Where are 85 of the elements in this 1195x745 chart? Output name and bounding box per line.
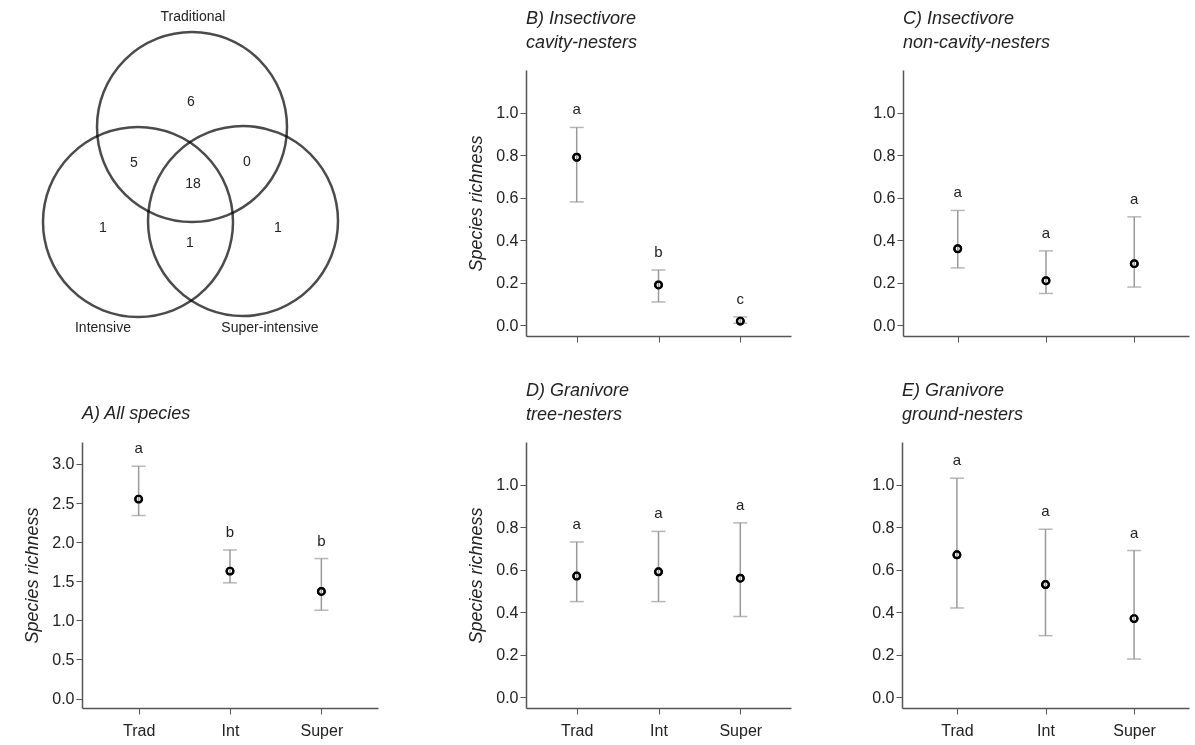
y-tick-label: 0.4 bbox=[873, 231, 896, 249]
x-tick-label: Trad bbox=[941, 721, 974, 739]
y-tick-label: 0.5 bbox=[52, 650, 75, 668]
point bbox=[1041, 580, 1050, 590]
annotation: c bbox=[736, 289, 745, 307]
point bbox=[1041, 276, 1051, 286]
y-tick-label: 1.0 bbox=[496, 104, 519, 122]
y-tick-label: 0.0 bbox=[872, 688, 895, 706]
y-tick-label: 0.2 bbox=[872, 646, 895, 664]
y-tick-label: 0.4 bbox=[496, 603, 519, 621]
x-tick-label: Super bbox=[1113, 721, 1157, 739]
annotation: b bbox=[225, 522, 235, 540]
y-tick-label: 1.5 bbox=[52, 572, 75, 590]
point bbox=[654, 280, 663, 290]
annotation: a bbox=[952, 451, 962, 469]
y-axis-title: Species richness bbox=[466, 507, 487, 644]
y-tick-label: 0.6 bbox=[496, 189, 519, 207]
annotation: a bbox=[736, 495, 746, 513]
chart-title: B) Insectivore cavity-nesters bbox=[526, 8, 638, 52]
data-label: 0 bbox=[243, 153, 252, 169]
y-tick-label: 0.2 bbox=[873, 274, 896, 292]
point bbox=[316, 586, 326, 596]
annotation: a bbox=[572, 515, 582, 533]
y-tick-label: 1.0 bbox=[496, 476, 519, 494]
y-axis-title: Species richness bbox=[22, 507, 43, 644]
data-label: 18 bbox=[185, 175, 201, 191]
point bbox=[572, 152, 582, 162]
annotation: a bbox=[1041, 502, 1051, 520]
y-axis-title: Species richness bbox=[466, 135, 487, 272]
y-tick-label: 0.0 bbox=[873, 316, 896, 334]
annotation: a bbox=[1041, 223, 1051, 241]
y-tick-label: 0.4 bbox=[496, 231, 519, 249]
chart-title: E) Granivore ground-nesters bbox=[902, 380, 1024, 424]
annotation: a bbox=[1130, 189, 1140, 207]
point bbox=[225, 566, 235, 576]
y-tick-label: 2.5 bbox=[52, 494, 75, 512]
annotation: a bbox=[134, 439, 144, 457]
y-tick-label: 0.6 bbox=[873, 189, 896, 207]
data-label: 6 bbox=[187, 93, 196, 109]
y-tick-label: 0.4 bbox=[872, 603, 895, 621]
chart-title: C) Insectivore non-cavity-nesters bbox=[903, 8, 1051, 52]
point bbox=[952, 550, 962, 560]
y-tick-label: 0.8 bbox=[496, 518, 519, 536]
x-tick-label: Int bbox=[1037, 721, 1056, 739]
y-tick-label: 0.6 bbox=[496, 561, 519, 579]
annotation: a bbox=[572, 100, 582, 118]
x-tick-label: Super bbox=[719, 721, 763, 739]
point bbox=[134, 494, 144, 504]
annotation: a bbox=[654, 504, 664, 522]
x-tick-label: Trad bbox=[122, 721, 156, 739]
x-tick-label: Int bbox=[221, 721, 240, 739]
data-label: 1 bbox=[186, 234, 195, 250]
x-tick-label: Int bbox=[650, 721, 669, 739]
annotation: b bbox=[654, 243, 663, 261]
y-tick-label: 1.0 bbox=[872, 476, 895, 494]
y-tick-label: 1.0 bbox=[52, 611, 75, 629]
y-tick-label: 1.0 bbox=[873, 104, 896, 122]
text: Intensive bbox=[74, 319, 132, 335]
y-tick-label: 0.8 bbox=[872, 518, 895, 536]
point bbox=[1129, 259, 1139, 269]
y-tick-label: 0.0 bbox=[496, 688, 519, 706]
y-tick-label: 0.0 bbox=[496, 316, 519, 334]
data-label: 1 bbox=[274, 219, 283, 235]
y-tick-label: 0.6 bbox=[872, 561, 895, 579]
chart-title: A) All species bbox=[81, 403, 191, 424]
y-tick-label: 0.2 bbox=[496, 274, 519, 292]
x-tick-label: Trad bbox=[561, 721, 594, 739]
data-label: 1 bbox=[99, 219, 108, 235]
y-tick-label: 3.0 bbox=[52, 455, 75, 473]
text: Traditional bbox=[160, 8, 226, 24]
y-tick-label: 0.8 bbox=[496, 146, 519, 164]
text: Super-intensive bbox=[221, 319, 319, 335]
data-label: 5 bbox=[130, 154, 139, 170]
y-tick-label: 0.0 bbox=[52, 690, 75, 708]
point bbox=[1129, 614, 1139, 624]
point bbox=[953, 244, 963, 254]
annotation: a bbox=[953, 183, 963, 201]
point bbox=[735, 316, 745, 326]
y-tick-label: 0.2 bbox=[496, 646, 519, 664]
y-tick-label: 0.8 bbox=[873, 146, 896, 164]
annotation: b bbox=[317, 531, 326, 549]
y-tick-label: 2.0 bbox=[52, 533, 75, 551]
annotation: a bbox=[1129, 523, 1139, 541]
x-tick-label: Super bbox=[300, 721, 344, 739]
chart-title: D) Granivore tree-nesters bbox=[526, 380, 630, 424]
